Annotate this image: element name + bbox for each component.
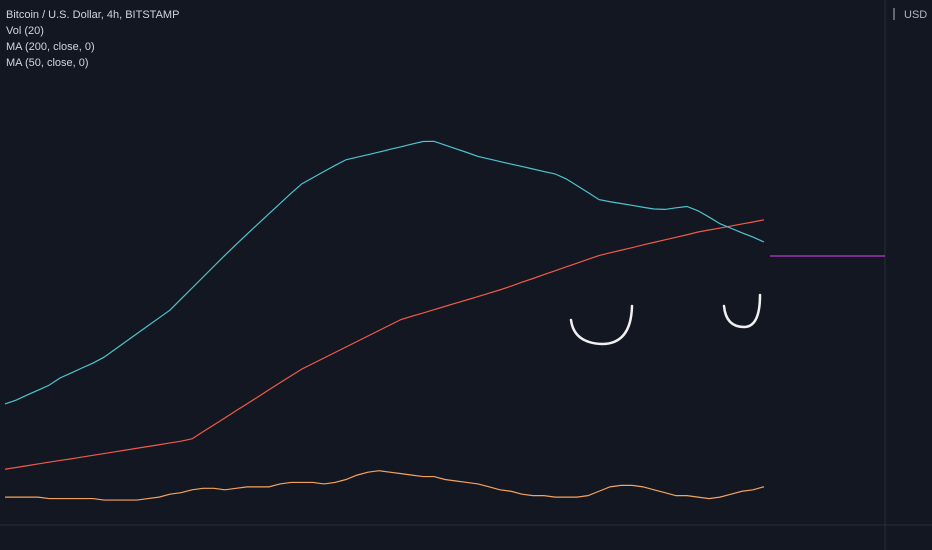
- volume-pane: [5, 470, 765, 501]
- annotation-u: [722, 293, 762, 329]
- indicator-label: Vol (20): [6, 25, 44, 37]
- indicator-label: MA (50, close, 0): [6, 57, 89, 69]
- annotation-u: [569, 304, 634, 346]
- indicator-label: MA (200, close, 0): [6, 41, 95, 53]
- volume-ma-line: [5, 470, 765, 501]
- overlay: [4, 140, 765, 470]
- symbol-title: Bitcoin / U.S. Dollar, 4h, BITSTAMP: [6, 9, 179, 21]
- currency[interactable]: USD: [904, 9, 927, 21]
- ma200-line: [4, 219, 765, 470]
- ma50-line: [4, 140, 765, 405]
